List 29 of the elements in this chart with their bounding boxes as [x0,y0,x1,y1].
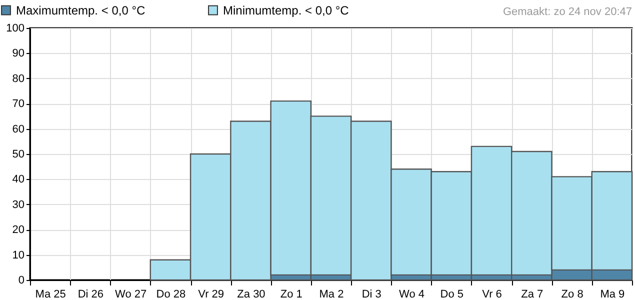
x-tick-label: Za 30 [237,288,266,300]
x-tick-label: Do 5 [440,288,464,300]
y-tick-label: 10 [12,249,24,262]
legend-label: Minimumtemp. < 0,0 °C [223,3,350,18]
x-tick-label: Vr 29 [198,288,224,300]
text: Gemaakt: zo 24 nov 20:47 [502,6,632,18]
x-tick-label: Ma 9 [600,288,625,300]
y-tick-label: 90 [12,48,24,60]
y-tick-label: 50 [12,148,24,160]
x-tick-label: Wo 4 [399,288,425,300]
y-tick-label: 30 [12,198,24,211]
y-tick-label: 70 [12,98,24,110]
x-tick-label: Di 26 [78,288,104,300]
x-tick-label: Vr 6 [482,288,502,300]
x-tick-label: Za 7 [521,288,544,300]
y-tick-label: 20 [12,224,24,236]
y-tick-label: 40 [12,174,24,186]
x-tick-label: Di 3 [362,288,382,300]
x-tick-label: Ma 2 [319,288,344,300]
y-tick-label: 60 [12,123,24,136]
x-tick-label: Ma 25 [35,288,66,300]
x-tick-label: Wo 27 [115,288,147,300]
legend-label: Maximumtemp. < 0,0 °C [16,3,146,18]
y-tick-label: 0 [18,274,24,286]
x-tick-label: Zo 1 [280,288,302,300]
y-tick-label: 100 [6,22,24,34]
y-tick-label: 80 [12,72,24,85]
x-tick-label: Do 28 [156,288,186,300]
x-tick-label: Zo 8 [561,288,584,300]
